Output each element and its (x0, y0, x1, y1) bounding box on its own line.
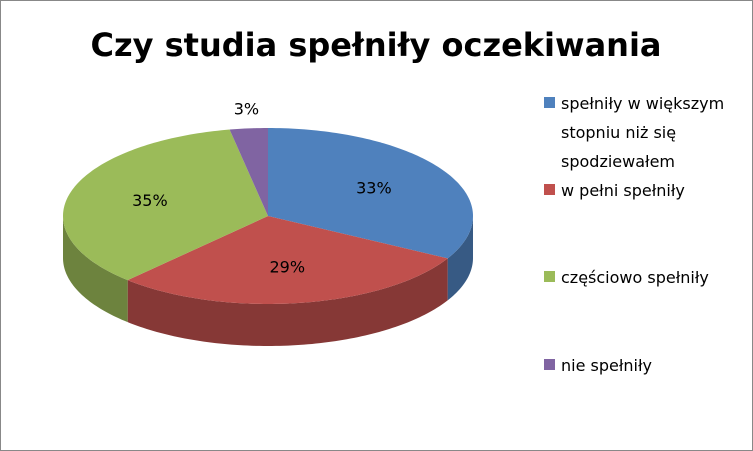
data-label: 35% (132, 191, 168, 210)
pie-side (127, 258, 448, 346)
legend-label: w pełni spełniły (561, 181, 685, 200)
pie-slice (127, 216, 448, 304)
pie-side (63, 216, 128, 323)
chart-title: Czy studia spełniły oczekiwania (90, 26, 661, 64)
data-label: 29% (269, 258, 305, 277)
legend-swatch (544, 184, 555, 195)
pie-slice (63, 129, 268, 281)
data-label: 33% (356, 179, 392, 198)
legend-label: nie spełniły (561, 356, 652, 375)
pie-slice (268, 128, 473, 259)
legend-label: spełniły w większym stopniu niż się spod… (561, 94, 725, 171)
legend-swatch (544, 359, 555, 370)
pie-side (447, 216, 473, 301)
legend-label: częściowo spełniły (561, 268, 709, 287)
legend-swatch (544, 271, 555, 282)
legend-swatch (544, 97, 555, 108)
data-label: 3% (234, 99, 259, 118)
pie-slice (229, 128, 268, 216)
